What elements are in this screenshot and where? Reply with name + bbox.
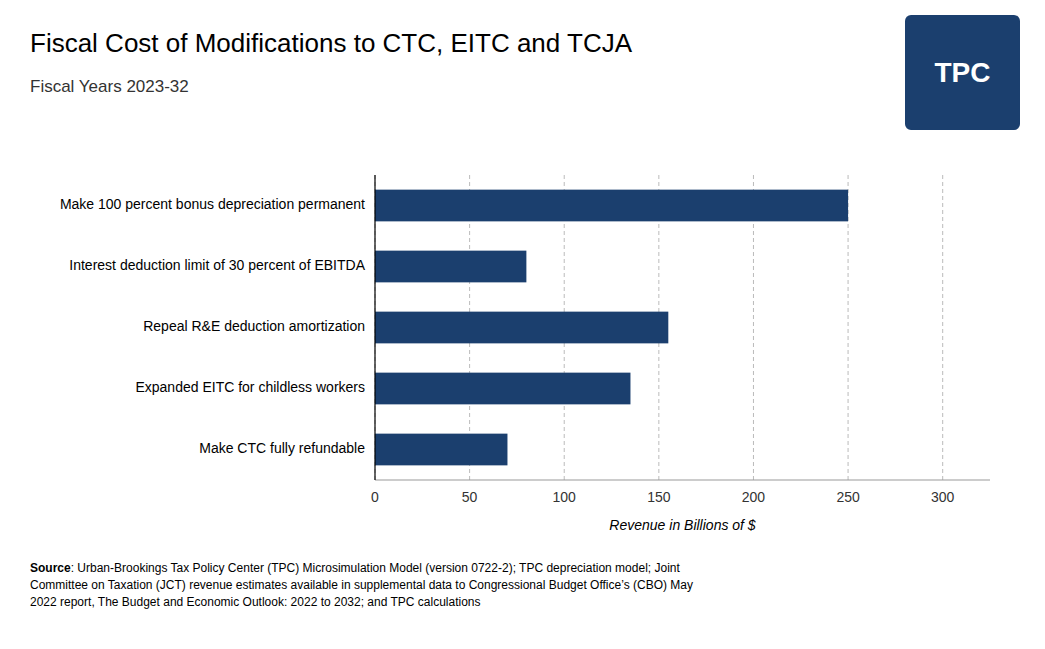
title: Fiscal Cost of Modifications to CTC, EIT…: [30, 28, 633, 58]
category-label: Repeal R&E deduction amortization: [143, 318, 365, 334]
tick-label: 50: [462, 489, 478, 505]
grid-line: [375, 175, 376, 480]
tick-label: 150: [647, 489, 671, 505]
bar: [375, 312, 668, 344]
category-label: Make 100 percent bonus depreciation perm…: [60, 196, 365, 212]
x-axis-label: Revenue in Billions of $: [609, 517, 756, 533]
logo: TPC: [905, 15, 1020, 130]
bar: [375, 434, 507, 466]
tick-label: 250: [836, 489, 860, 505]
tick-label: 0: [371, 489, 379, 505]
chart: Fiscal Cost of Modifications to CTC, EIT…: [0, 0, 1045, 649]
source-text: Committee on Taxation (JCT) revenue esti…: [30, 578, 693, 592]
tick-label: 100: [553, 489, 577, 505]
tick-label: 300: [931, 489, 955, 505]
source-note: 2022 report, The Budget and Economic Out…: [30, 595, 481, 609]
source-label: Source: [30, 561, 71, 575]
source-text: : Urban-Brookings Tax Policy Center (TPC…: [71, 561, 681, 575]
source-text: 2022 report, The Budget and Economic Out…: [30, 595, 481, 609]
source-note: Committee on Taxation (JCT) revenue esti…: [30, 578, 693, 592]
category-label: Interest deduction limit of 30 percent o…: [69, 257, 365, 273]
logo-text: TPC: [935, 57, 991, 88]
bar: [375, 190, 848, 222]
category-label: Make CTC fully refundable: [199, 440, 365, 456]
bar: [375, 251, 526, 283]
y-axis-line: [374, 175, 375, 480]
grid: [375, 175, 943, 480]
bar: [375, 373, 630, 405]
source-note: Source: Urban-Brookings Tax Policy Cente…: [30, 561, 680, 575]
subtitle: Fiscal Years 2023-32: [30, 77, 189, 96]
category-label: Expanded EITC for childless workers: [135, 379, 365, 395]
x-axis-line: [375, 480, 990, 481]
grid-line: [942, 175, 943, 480]
bars: [375, 190, 848, 466]
tick-label: 200: [742, 489, 766, 505]
logo-background: [905, 15, 1020, 130]
